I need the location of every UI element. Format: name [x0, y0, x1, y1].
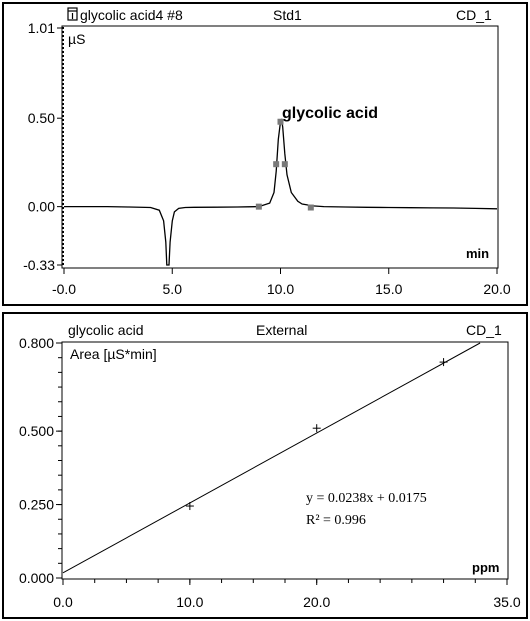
calibration-r2: R² = 0.996	[306, 513, 366, 528]
x-tick-label: 35.0	[493, 594, 520, 610]
peak-marker	[255, 203, 262, 210]
chromatogram-channel: CD_1	[456, 7, 492, 23]
calibration-channel: CD_1	[466, 322, 502, 338]
chromatogram-y-ticks: -0.33 0.00 0.50 1.01	[23, 20, 62, 273]
chromatogram-x-unit: min	[466, 246, 489, 261]
chromatogram-panel: glycolic acid4 #8 Std1 CD_1 µS min glyco…	[2, 2, 528, 306]
calibration-points	[185, 358, 448, 511]
y-tick-label: 0.00	[28, 199, 55, 215]
chromatogram-panel-border	[2, 2, 528, 306]
calibration-x-unit: ppm	[472, 560, 499, 575]
x-tick-label: 15.0	[375, 281, 402, 297]
chromatogram-x-ticks: -0.0 5.0 10.0 15.0 20.0	[52, 268, 511, 297]
x-tick-label: 0.0	[53, 594, 73, 610]
calibration-panel: glycolic acid External CD_1 Area [µS*min…	[2, 312, 528, 619]
y-tick-label: 0.000	[19, 570, 54, 586]
chromatogram-method: Std1	[273, 7, 302, 23]
y-tick-label: 0.500	[19, 423, 54, 439]
peak-marker	[273, 161, 280, 168]
x-tick-label: 5.0	[163, 281, 183, 297]
calibration-y-label: Area [µS*min]	[70, 346, 157, 362]
y-tick-label: 0.50	[28, 110, 55, 126]
calibration-equation: y = 0.0238x + 0.0175	[306, 491, 427, 506]
x-tick-label: 10.0	[267, 281, 294, 297]
chromatogram-trace	[64, 118, 498, 266]
x-tick-label: 10.0	[176, 594, 203, 610]
peak-marker	[277, 118, 284, 125]
calibration-title: glycolic acid	[68, 322, 143, 338]
calibration-point	[312, 424, 321, 433]
calibration-x-ticks: 0.0 10.0 20.0 35.0	[53, 579, 521, 610]
calibration-panel-border	[2, 312, 528, 619]
x-tick-label: 20.0	[303, 594, 330, 610]
calibration-point	[185, 502, 194, 511]
peak-label: glycolic acid	[282, 105, 378, 122]
calibration-method: External	[256, 322, 307, 338]
instrument-icon	[67, 7, 78, 21]
peak-markers	[255, 118, 314, 211]
calibration-point	[439, 358, 448, 367]
y-tick-label: 1.01	[28, 20, 55, 36]
chromatogram-y-unit: µS	[68, 31, 85, 47]
peak-marker	[281, 161, 288, 168]
x-tick-label: -0.0	[52, 281, 76, 297]
y-tick-label: 0.250	[19, 497, 54, 513]
calibration-y-ticks: 0.000 0.250 0.500 0.800	[19, 335, 62, 586]
calibration-fit-line	[62, 342, 481, 574]
y-tick-label: -0.33	[23, 257, 55, 273]
x-tick-label: 20.0	[483, 281, 510, 297]
peak-marker	[307, 204, 314, 211]
chromatogram-title: glycolic acid4 #8	[80, 7, 183, 23]
y-tick-label: 0.800	[19, 335, 54, 351]
